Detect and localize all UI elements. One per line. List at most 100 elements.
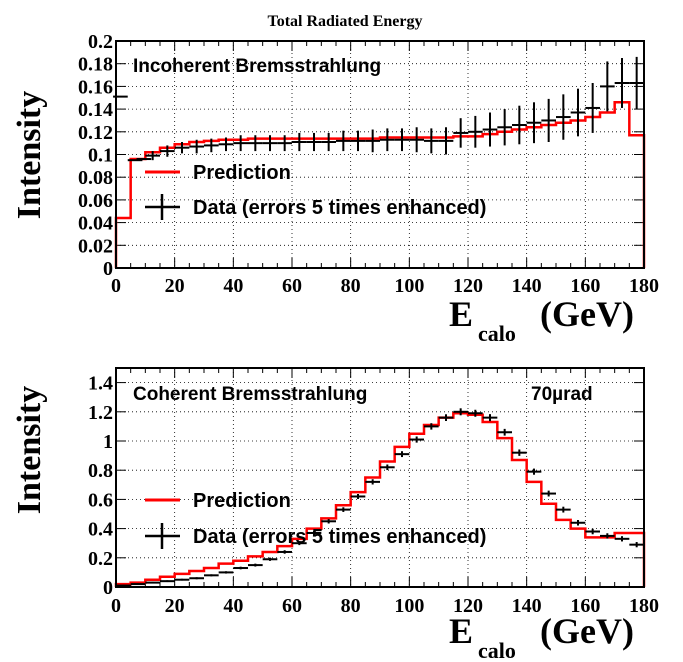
x-axis-label-unit: (GeV) [540,294,634,334]
legend-data-label: Data (errors 5 times enhanced) [193,197,486,219]
data-point [585,528,600,535]
y-tick-label: 0.08 [78,167,113,189]
data-point [438,127,454,155]
data-point [585,82,600,133]
data-point [497,109,512,146]
prediction-histogram [114,412,646,587]
y-tick-label: 1.4 [88,373,113,395]
data-point [145,151,160,161]
x-tick-label: 20 [165,595,185,617]
x-tick-label: 180 [629,275,659,297]
x-tick-label: 0 [111,275,121,297]
data-point [380,464,395,471]
y-tick-label: 0.2 [88,31,113,53]
legend-data-label: Data (errors 5 times enhanced) [193,526,486,548]
y-tick-label: 0 [103,258,113,280]
data-point [204,574,219,577]
y-tick-label: 0.4 [88,519,113,541]
chart-title: Incoherent Bremsstrahlung [133,56,381,77]
y-tick-label: 0.1 [88,145,113,167]
data-point [306,530,322,536]
data-point [160,145,175,157]
x-tick-label: 100 [394,595,424,617]
data-point [526,102,542,144]
data-point [321,132,336,152]
data-point [248,563,263,567]
data-point [336,507,351,512]
data-point [306,132,322,152]
y-tick-label: 0.04 [78,213,113,235]
data-point [233,135,248,152]
x-tick-label: 40 [223,595,243,617]
legend-prediction-label: Prediction [193,162,291,184]
data-point [394,128,410,152]
chart-title: Coherent Bremsstrahlung [133,384,367,405]
data-point [614,58,630,108]
data-point [424,423,439,430]
data-point [526,468,542,475]
x-tick-label: 40 [223,275,243,297]
data-point [482,112,498,147]
x-tick-label: 0 [111,595,121,617]
prediction-histogram [114,101,646,268]
x-tick-label: 180 [629,595,659,617]
y-tick-label: 0.14 [78,99,113,121]
data-point [145,581,160,584]
data-point [629,542,644,548]
x-tick-label: 60 [282,275,302,297]
data-point [438,414,454,421]
data-point [614,536,630,542]
x-tick-label: 140 [512,275,542,297]
data-point [189,577,204,580]
data-point [629,56,644,110]
x-tick-label: 60 [282,595,302,617]
data-point [189,139,204,154]
data-point [365,129,380,153]
x-tick-label: 20 [165,275,185,297]
y-tick-label: 0 [103,577,113,599]
data-point [424,128,439,154]
y-tick-label: 0.06 [78,190,113,212]
data-point [600,533,615,539]
angle-annotation: 70µrad [531,384,593,405]
x-tick-label: 80 [341,275,361,297]
data-point [277,550,292,554]
x-tick-label: 160 [570,595,600,617]
data-point [218,571,234,574]
data-point [218,137,234,152]
data-point [482,414,498,422]
data-point [160,580,175,583]
chart-incoherent-bremsstrahlung: 0 20 40 60 80 100 120 140 160 18000.020.040.060.0… [11,31,659,346]
data-point [570,519,586,526]
data-point [409,127,424,153]
data-point [394,451,410,458]
data-point [130,583,146,586]
data-point [497,428,512,436]
data-point [174,578,190,581]
x-axis-label-unit: (GeV) [540,611,634,651]
y-tick-label: 0.16 [78,76,113,98]
data-point [350,493,366,499]
data-point [556,94,571,140]
data-point [204,138,219,153]
x-axis-label-sub: calo [478,638,516,662]
data-point [350,130,366,152]
x-tick-label: 100 [394,275,424,297]
y-tick-label: 0.02 [78,235,113,257]
y-tick-label: 0.2 [88,548,113,570]
data-point [380,128,395,152]
figure-title: Total Radiated Energy [268,13,423,30]
x-tick-label: 120 [453,595,483,617]
y-tick-label: 0.12 [78,122,113,144]
plot-frame [115,40,645,269]
data-point [600,61,615,112]
data-point [248,135,263,152]
data-point [512,105,527,145]
x-tick-label: 120 [453,275,483,297]
data-point [570,88,586,137]
y-axis-label: Intensity [11,91,48,219]
data-point [233,566,248,570]
x-axis-label-main: E [449,611,473,651]
y-tick-label: 0.6 [88,489,113,511]
data-point [336,130,351,152]
